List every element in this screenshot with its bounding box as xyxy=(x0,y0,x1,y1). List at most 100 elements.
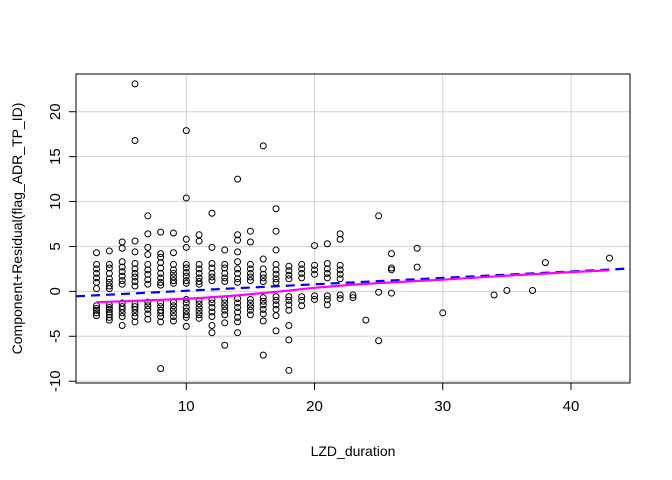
data-point xyxy=(118,272,126,280)
data-point xyxy=(131,277,139,285)
data-point xyxy=(208,209,216,217)
data-point xyxy=(259,270,267,278)
data-point xyxy=(157,278,165,286)
data-point xyxy=(541,259,549,267)
data-point xyxy=(323,274,331,282)
data-point xyxy=(169,277,177,285)
data-point xyxy=(118,263,126,271)
data-point xyxy=(234,248,242,256)
data-point xyxy=(272,205,280,213)
data-point xyxy=(105,269,113,277)
data-point xyxy=(234,304,242,312)
data-point xyxy=(208,260,216,268)
data-point xyxy=(169,279,177,287)
data-point xyxy=(221,341,229,349)
data-point xyxy=(144,302,152,310)
data-point xyxy=(259,310,267,318)
data-point xyxy=(272,246,280,254)
data-point xyxy=(157,274,165,282)
data-point xyxy=(169,309,177,317)
data-point xyxy=(131,265,139,273)
data-point xyxy=(118,268,126,276)
data-point xyxy=(208,322,216,330)
data-point xyxy=(375,212,383,220)
data-point xyxy=(131,309,139,317)
plot-frame xyxy=(75,73,631,384)
data-point xyxy=(246,295,254,303)
data-point xyxy=(605,254,613,262)
data-point xyxy=(105,247,113,255)
data-point xyxy=(144,260,152,268)
grid xyxy=(76,74,630,383)
data-point xyxy=(413,244,421,252)
data-point xyxy=(169,313,177,321)
data-point xyxy=(105,264,113,272)
data-point xyxy=(285,296,293,304)
smooth-fit-line xyxy=(96,269,610,304)
data-point xyxy=(93,274,101,282)
data-point xyxy=(131,313,139,321)
data-point xyxy=(336,275,344,283)
data-point xyxy=(93,312,101,320)
data-point xyxy=(285,301,293,309)
data-point xyxy=(131,273,139,281)
data-point xyxy=(387,250,395,258)
data-point xyxy=(246,277,254,285)
data-point xyxy=(285,271,293,279)
data-point xyxy=(259,301,267,309)
data-point xyxy=(272,260,280,268)
data-point xyxy=(259,265,267,273)
data-point xyxy=(195,265,203,273)
y-tick-label: 0 xyxy=(47,287,64,295)
data-point xyxy=(195,311,203,319)
data-point xyxy=(208,277,216,285)
data-point xyxy=(259,277,267,285)
data-point xyxy=(490,291,498,299)
data-point xyxy=(221,277,229,285)
data-point xyxy=(221,306,229,314)
data-point xyxy=(311,292,319,300)
data-point xyxy=(246,306,254,314)
data-point xyxy=(272,270,280,278)
data-point xyxy=(311,270,319,278)
data-point xyxy=(221,246,229,254)
y-axis-label: Component+Residual(flag_ADR_TP_ID) xyxy=(9,103,25,355)
data-point xyxy=(362,316,370,324)
data-point xyxy=(272,312,280,320)
data-point xyxy=(169,302,177,310)
data-point xyxy=(195,231,203,239)
data-point xyxy=(118,322,126,330)
data-point xyxy=(336,230,344,238)
data-point xyxy=(169,249,177,257)
data-point xyxy=(272,227,280,235)
data-point xyxy=(221,319,229,327)
data-point xyxy=(259,351,267,359)
data-point xyxy=(246,265,254,273)
data-point xyxy=(157,313,165,321)
data-point xyxy=(93,260,101,268)
data-point xyxy=(259,317,267,325)
data-point xyxy=(144,212,152,220)
scatter-points xyxy=(93,80,613,374)
data-point xyxy=(157,259,165,267)
data-point xyxy=(234,308,242,316)
data-point xyxy=(144,305,152,313)
data-point xyxy=(118,258,126,266)
data-point xyxy=(323,295,331,303)
data-point xyxy=(503,286,511,294)
data-point xyxy=(311,242,319,250)
data-point xyxy=(157,228,165,236)
data-point xyxy=(272,327,280,335)
data-point xyxy=(144,270,152,278)
data-point xyxy=(169,229,177,237)
data-point xyxy=(323,301,331,309)
data-point xyxy=(298,302,306,310)
data-point xyxy=(234,258,242,266)
data-point xyxy=(311,261,319,269)
x-tick-label: 30 xyxy=(434,398,451,415)
data-point xyxy=(285,366,293,374)
data-point xyxy=(336,291,344,299)
data-point xyxy=(157,253,165,261)
data-point xyxy=(349,294,357,302)
data-point xyxy=(208,308,216,316)
